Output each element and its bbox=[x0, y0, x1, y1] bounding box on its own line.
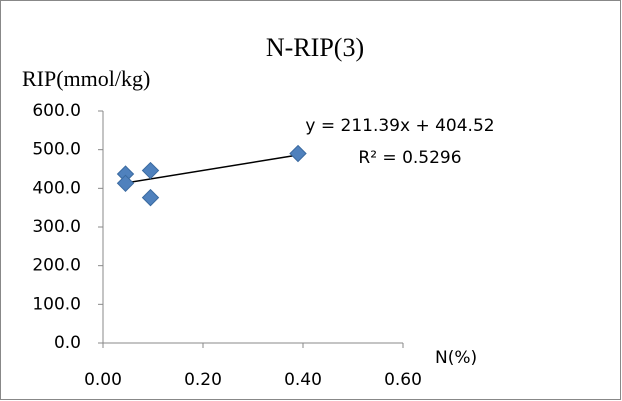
y-tick-label: 500.0 bbox=[32, 140, 81, 160]
y-axis-label: RIP(mmol/kg) bbox=[22, 66, 150, 91]
chart-title: N-RIP(3) bbox=[266, 33, 364, 62]
point bbox=[141, 188, 160, 207]
y-tick-label: 400.0 bbox=[32, 178, 81, 198]
y-tick-label: 100.0 bbox=[32, 294, 81, 314]
x-axis-label: N(%) bbox=[435, 348, 477, 368]
y-tick-label: 0.0 bbox=[54, 333, 81, 353]
trendline bbox=[125, 154, 299, 184]
trendline-equation: y = 211.39x + 404.52 bbox=[305, 116, 494, 136]
point bbox=[289, 144, 307, 163]
point bbox=[116, 174, 135, 193]
y-tick-label: 200.0 bbox=[32, 256, 81, 276]
point bbox=[141, 161, 160, 180]
y-tick-label: 300.0 bbox=[32, 217, 81, 237]
x-tick-label: 0.20 bbox=[184, 370, 222, 390]
y-tick-label: 600.0 bbox=[32, 101, 81, 121]
x-tick-label: 0.60 bbox=[384, 370, 422, 390]
trendline-r2: R² = 0.5296 bbox=[358, 148, 461, 168]
x-tick-label: 0.40 bbox=[284, 370, 322, 390]
x-tick-label: 0.00 bbox=[84, 370, 122, 390]
